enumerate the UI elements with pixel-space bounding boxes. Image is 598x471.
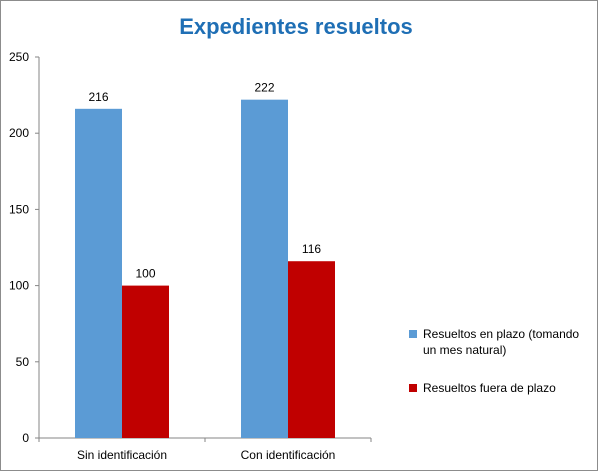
- data-label: 216: [88, 90, 108, 104]
- y-axis: 0 50 100 150 200 250: [9, 50, 40, 445]
- bars: [75, 99, 335, 438]
- legend-item-late: Resueltos fuera de plazo: [409, 380, 594, 396]
- y-tick-label: 0: [22, 431, 29, 445]
- data-labels: 216 100 222 116: [88, 81, 321, 281]
- y-tick-label: 150: [9, 202, 29, 216]
- x-tick-label: Sin identificación: [77, 448, 167, 462]
- data-label: 222: [254, 81, 274, 95]
- bar: [241, 99, 288, 438]
- legend-label-late: Resueltos fuera de plazo: [423, 381, 556, 395]
- data-label: 100: [135, 267, 155, 281]
- legend-swatch-in-time: [409, 330, 417, 338]
- bar: [75, 108, 122, 438]
- y-tick-label: 200: [9, 126, 29, 140]
- bar: [288, 261, 335, 438]
- data-label: 116: [302, 242, 321, 256]
- y-tick-label: 50: [16, 355, 30, 369]
- x-tick-label: Con identificación: [241, 448, 336, 462]
- legend: Resueltos en plazo (tomando un mes natur…: [409, 326, 594, 418]
- y-tick-label: 250: [9, 50, 29, 64]
- bar: [122, 285, 169, 438]
- legend-label-in-time: Resueltos en plazo (tomando un mes natur…: [423, 327, 580, 357]
- x-axis: Sin identificación Con identificación: [38, 437, 372, 462]
- legend-swatch-late: [409, 384, 417, 392]
- chart-title: Expedientes resueltos: [179, 14, 413, 39]
- y-tick-label: 100: [9, 279, 29, 293]
- legend-item-in-time: Resueltos en plazo (tomando un mes natur…: [409, 326, 594, 358]
